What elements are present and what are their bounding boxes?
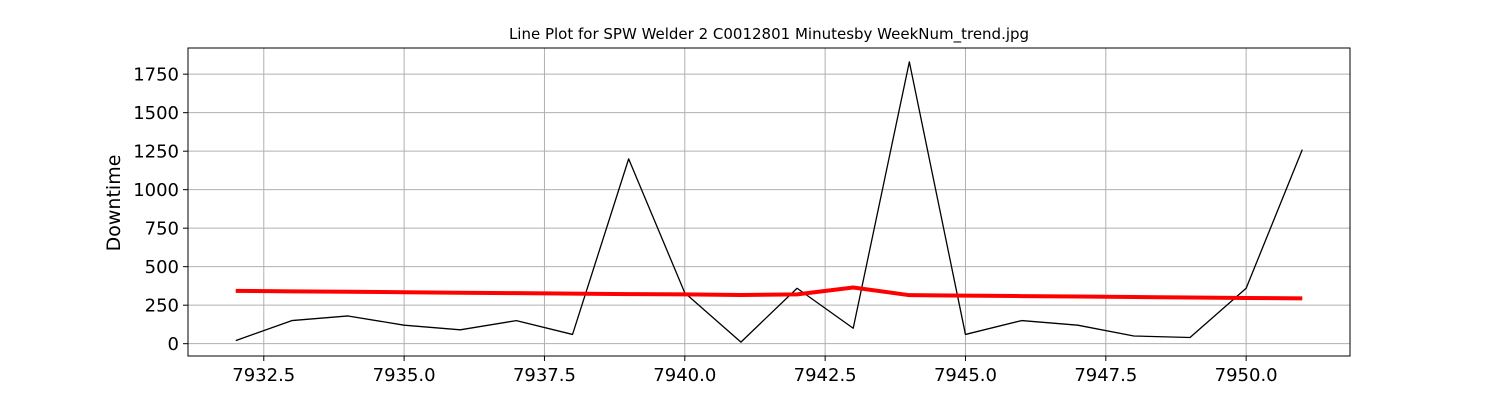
y-tick-label: 1000 <box>133 180 179 201</box>
trend-series-line <box>235 285 1303 301</box>
series-lines <box>235 61 1303 343</box>
x-tick-label: 7935.0 <box>373 365 436 386</box>
y-tick-label: 1250 <box>133 142 179 163</box>
chart-title: Line Plot for SPW Welder 2 C0012801 Minu… <box>509 25 1029 44</box>
downtime-series-line <box>235 61 1303 343</box>
x-tick-label: 7937.5 <box>513 365 576 386</box>
plot-frame <box>187 47 1351 357</box>
x-tick-label: 7947.5 <box>1074 365 1137 386</box>
y-tick-label: 500 <box>145 257 179 278</box>
y-tick-label: 750 <box>145 219 179 240</box>
y-tick-label: 250 <box>145 296 179 317</box>
grid-lines <box>188 48 1350 356</box>
x-tick-label: 7940.0 <box>653 365 716 386</box>
x-tick-label: 7932.5 <box>232 365 295 386</box>
y-axis-label: Downtime <box>103 155 125 252</box>
y-tick-label: 0 <box>168 334 179 355</box>
x-tick-label: 7945.0 <box>934 365 997 386</box>
x-tick-label: 7942.5 <box>794 365 857 386</box>
x-tick-label: 7950.0 <box>1215 365 1278 386</box>
y-tick-label: 1500 <box>133 103 179 124</box>
y-tick-label: 1750 <box>133 65 179 86</box>
axis-ticks: 7932.5 7935.0 7937.5 7940.0 7942.5 7945.0 7947… <box>133 65 1277 386</box>
